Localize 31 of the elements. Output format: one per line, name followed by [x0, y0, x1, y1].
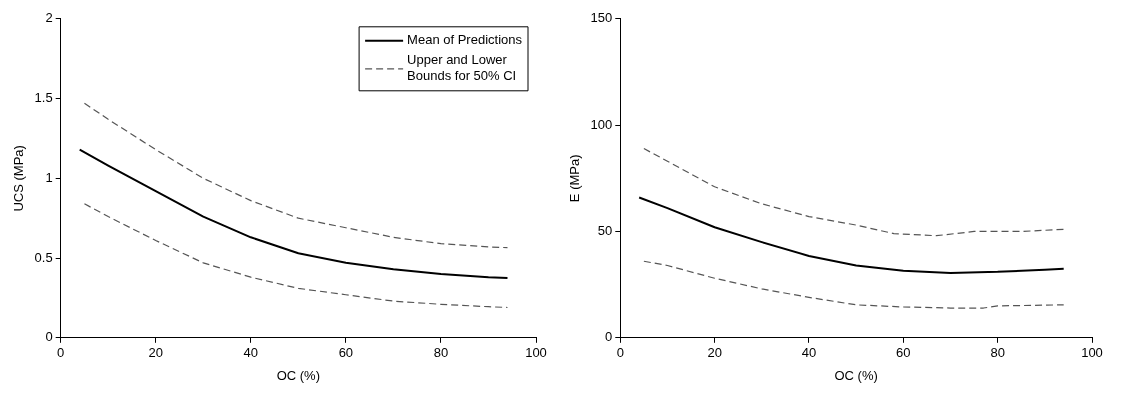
y-tick-label: 0.5 [34, 249, 53, 265]
y-tick-label: 1 [45, 169, 53, 185]
x-axis-title: OC (%) [834, 367, 878, 383]
y-axis-title: UCS (MPa) [11, 145, 27, 212]
line-series [83, 203, 509, 309]
legend-label: Mean of Predictions [407, 32, 523, 48]
y-tick-label: 50 [597, 223, 613, 239]
x-tick-label: 0 [616, 345, 624, 361]
x-tick-label: 20 [148, 345, 163, 361]
line-series [83, 102, 509, 249]
legend-label: Upper and Lower Bounds for 50% CI [407, 52, 517, 84]
x-tick-label: 60 [338, 345, 354, 361]
line-series [643, 147, 1065, 237]
y-axis-title: E (MPa) [567, 154, 583, 203]
x-tick-label: 80 [990, 345, 1005, 361]
x-tick-label: 60 [896, 345, 911, 361]
x-tick-label: 40 [801, 345, 817, 361]
y-tick-label: 100 [590, 116, 613, 132]
x-axis-title: OC (%) [276, 367, 321, 383]
line-series [643, 260, 1065, 309]
x-tick-label: 100 [525, 345, 547, 361]
y-tick-label: 2 [45, 10, 53, 26]
x-tick-label: 40 [243, 345, 259, 361]
y-tick-label: 0 [45, 329, 53, 345]
x-tick-label: 20 [707, 345, 722, 361]
x-tick-label: 100 [1081, 345, 1103, 361]
x-tick-label: 0 [57, 345, 65, 361]
y-tick-label: 150 [590, 10, 613, 26]
y-tick-label: 0 [605, 329, 613, 345]
y-tick-label: 1.5 [34, 90, 53, 106]
x-tick-label: 80 [433, 345, 449, 361]
